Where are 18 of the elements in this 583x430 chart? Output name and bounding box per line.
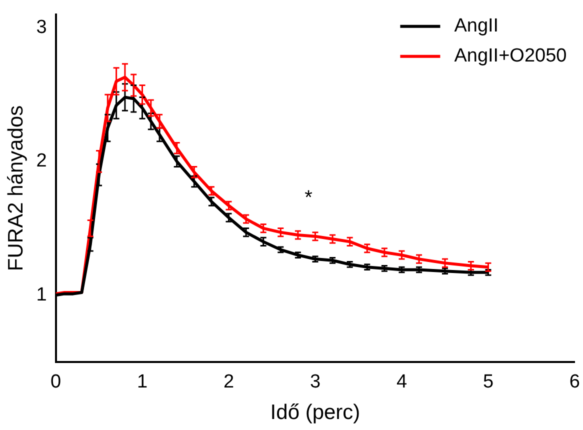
point [441,258,449,268]
y-tick-label: 3 [36,17,47,38]
x-tick-label: 3 [310,372,321,393]
y-axis-title: FURA2 hányados [4,105,28,272]
legend-label: AngII+O2050 [454,46,567,67]
y-tick-label: 1 [36,284,47,306]
x-tick-label: 1 [136,372,148,393]
x-tick-label: 4 [396,372,408,393]
y-tick-label: 2 [36,150,47,172]
point [484,262,492,272]
annotation: * [304,187,313,210]
legend-label: AngII [454,16,499,37]
x-tick-label: 0 [50,372,62,393]
point [467,260,475,271]
x-axis-title: Idő (perc) [270,401,360,424]
x-tick-label: 2 [223,372,234,393]
x-tick-label: 6 [569,372,580,393]
x-tick-label: 5 [482,372,494,393]
